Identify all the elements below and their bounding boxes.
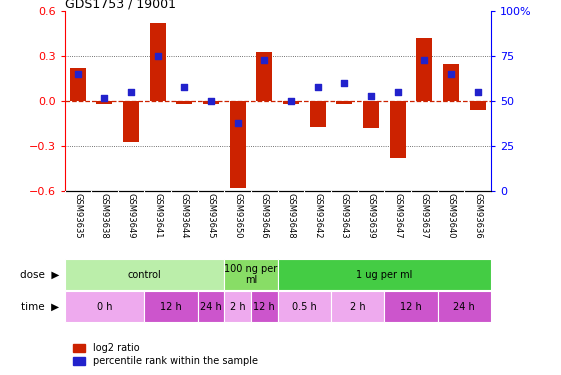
- Text: 12 h: 12 h: [400, 302, 422, 312]
- Bar: [224, 260, 278, 290]
- Text: GSM93645: GSM93645: [206, 193, 215, 239]
- Text: GSM93649: GSM93649: [127, 193, 136, 239]
- Bar: [96, 101, 112, 104]
- Text: GSM93641: GSM93641: [153, 193, 162, 239]
- Point: [153, 53, 162, 59]
- Text: GSM93646: GSM93646: [260, 193, 269, 239]
- Bar: [256, 52, 273, 101]
- Bar: [224, 291, 251, 322]
- Bar: [283, 101, 299, 104]
- Bar: [363, 101, 379, 128]
- Text: GSM93637: GSM93637: [420, 193, 429, 239]
- Text: GSM93636: GSM93636: [473, 193, 482, 239]
- Text: GDS1753 / 19001: GDS1753 / 19001: [65, 0, 176, 10]
- Text: GSM93647: GSM93647: [393, 193, 402, 239]
- Text: time  ▶: time ▶: [21, 302, 59, 312]
- Bar: [230, 101, 246, 188]
- Bar: [251, 291, 278, 322]
- Bar: [384, 291, 438, 322]
- Bar: [331, 291, 384, 322]
- Point: [287, 98, 296, 104]
- Text: 2 h: 2 h: [230, 302, 246, 312]
- Text: GSM93642: GSM93642: [313, 193, 322, 239]
- Point: [313, 84, 322, 90]
- Point: [340, 80, 349, 86]
- Text: 2 h: 2 h: [350, 302, 365, 312]
- Legend: log2 ratio, percentile rank within the sample: log2 ratio, percentile rank within the s…: [70, 339, 261, 370]
- Point: [393, 89, 402, 95]
- Point: [366, 93, 375, 99]
- Point: [260, 57, 269, 63]
- Text: GSM93648: GSM93648: [287, 193, 296, 239]
- Text: GSM93650: GSM93650: [233, 193, 242, 239]
- Bar: [438, 291, 491, 322]
- Bar: [470, 101, 485, 110]
- Bar: [278, 291, 331, 322]
- Point: [206, 98, 215, 104]
- Bar: [70, 68, 86, 101]
- Point: [420, 57, 429, 63]
- Text: GSM93639: GSM93639: [366, 193, 375, 239]
- Bar: [443, 64, 459, 101]
- Text: 12 h: 12 h: [254, 302, 275, 312]
- Text: 12 h: 12 h: [160, 302, 182, 312]
- Text: GSM93643: GSM93643: [340, 193, 349, 239]
- Point: [473, 89, 482, 95]
- Text: 0.5 h: 0.5 h: [292, 302, 317, 312]
- Text: dose  ▶: dose ▶: [20, 270, 59, 280]
- Text: 100 ng per
ml: 100 ng per ml: [224, 264, 278, 285]
- Bar: [65, 291, 144, 322]
- Text: GSM93638: GSM93638: [100, 193, 109, 239]
- Bar: [389, 101, 406, 158]
- Text: 24 h: 24 h: [200, 302, 222, 312]
- Bar: [150, 23, 166, 101]
- Point: [233, 120, 242, 126]
- Bar: [197, 291, 224, 322]
- Text: 24 h: 24 h: [453, 302, 475, 312]
- Text: GSM93635: GSM93635: [73, 193, 82, 239]
- Text: 1 ug per ml: 1 ug per ml: [356, 270, 412, 280]
- Bar: [310, 101, 325, 127]
- Bar: [123, 101, 139, 142]
- Point: [100, 94, 109, 100]
- Text: control: control: [127, 270, 162, 280]
- Text: GSM93640: GSM93640: [447, 193, 456, 239]
- Bar: [145, 291, 197, 322]
- Bar: [65, 260, 224, 290]
- Bar: [203, 101, 219, 104]
- Point: [180, 84, 189, 90]
- Text: 0 h: 0 h: [96, 302, 112, 312]
- Bar: [176, 101, 192, 104]
- Bar: [416, 38, 432, 101]
- Text: GSM93644: GSM93644: [180, 193, 189, 239]
- Point: [73, 71, 82, 77]
- Point: [127, 89, 136, 95]
- Bar: [278, 260, 491, 290]
- Bar: [336, 101, 352, 104]
- Point: [447, 71, 456, 77]
